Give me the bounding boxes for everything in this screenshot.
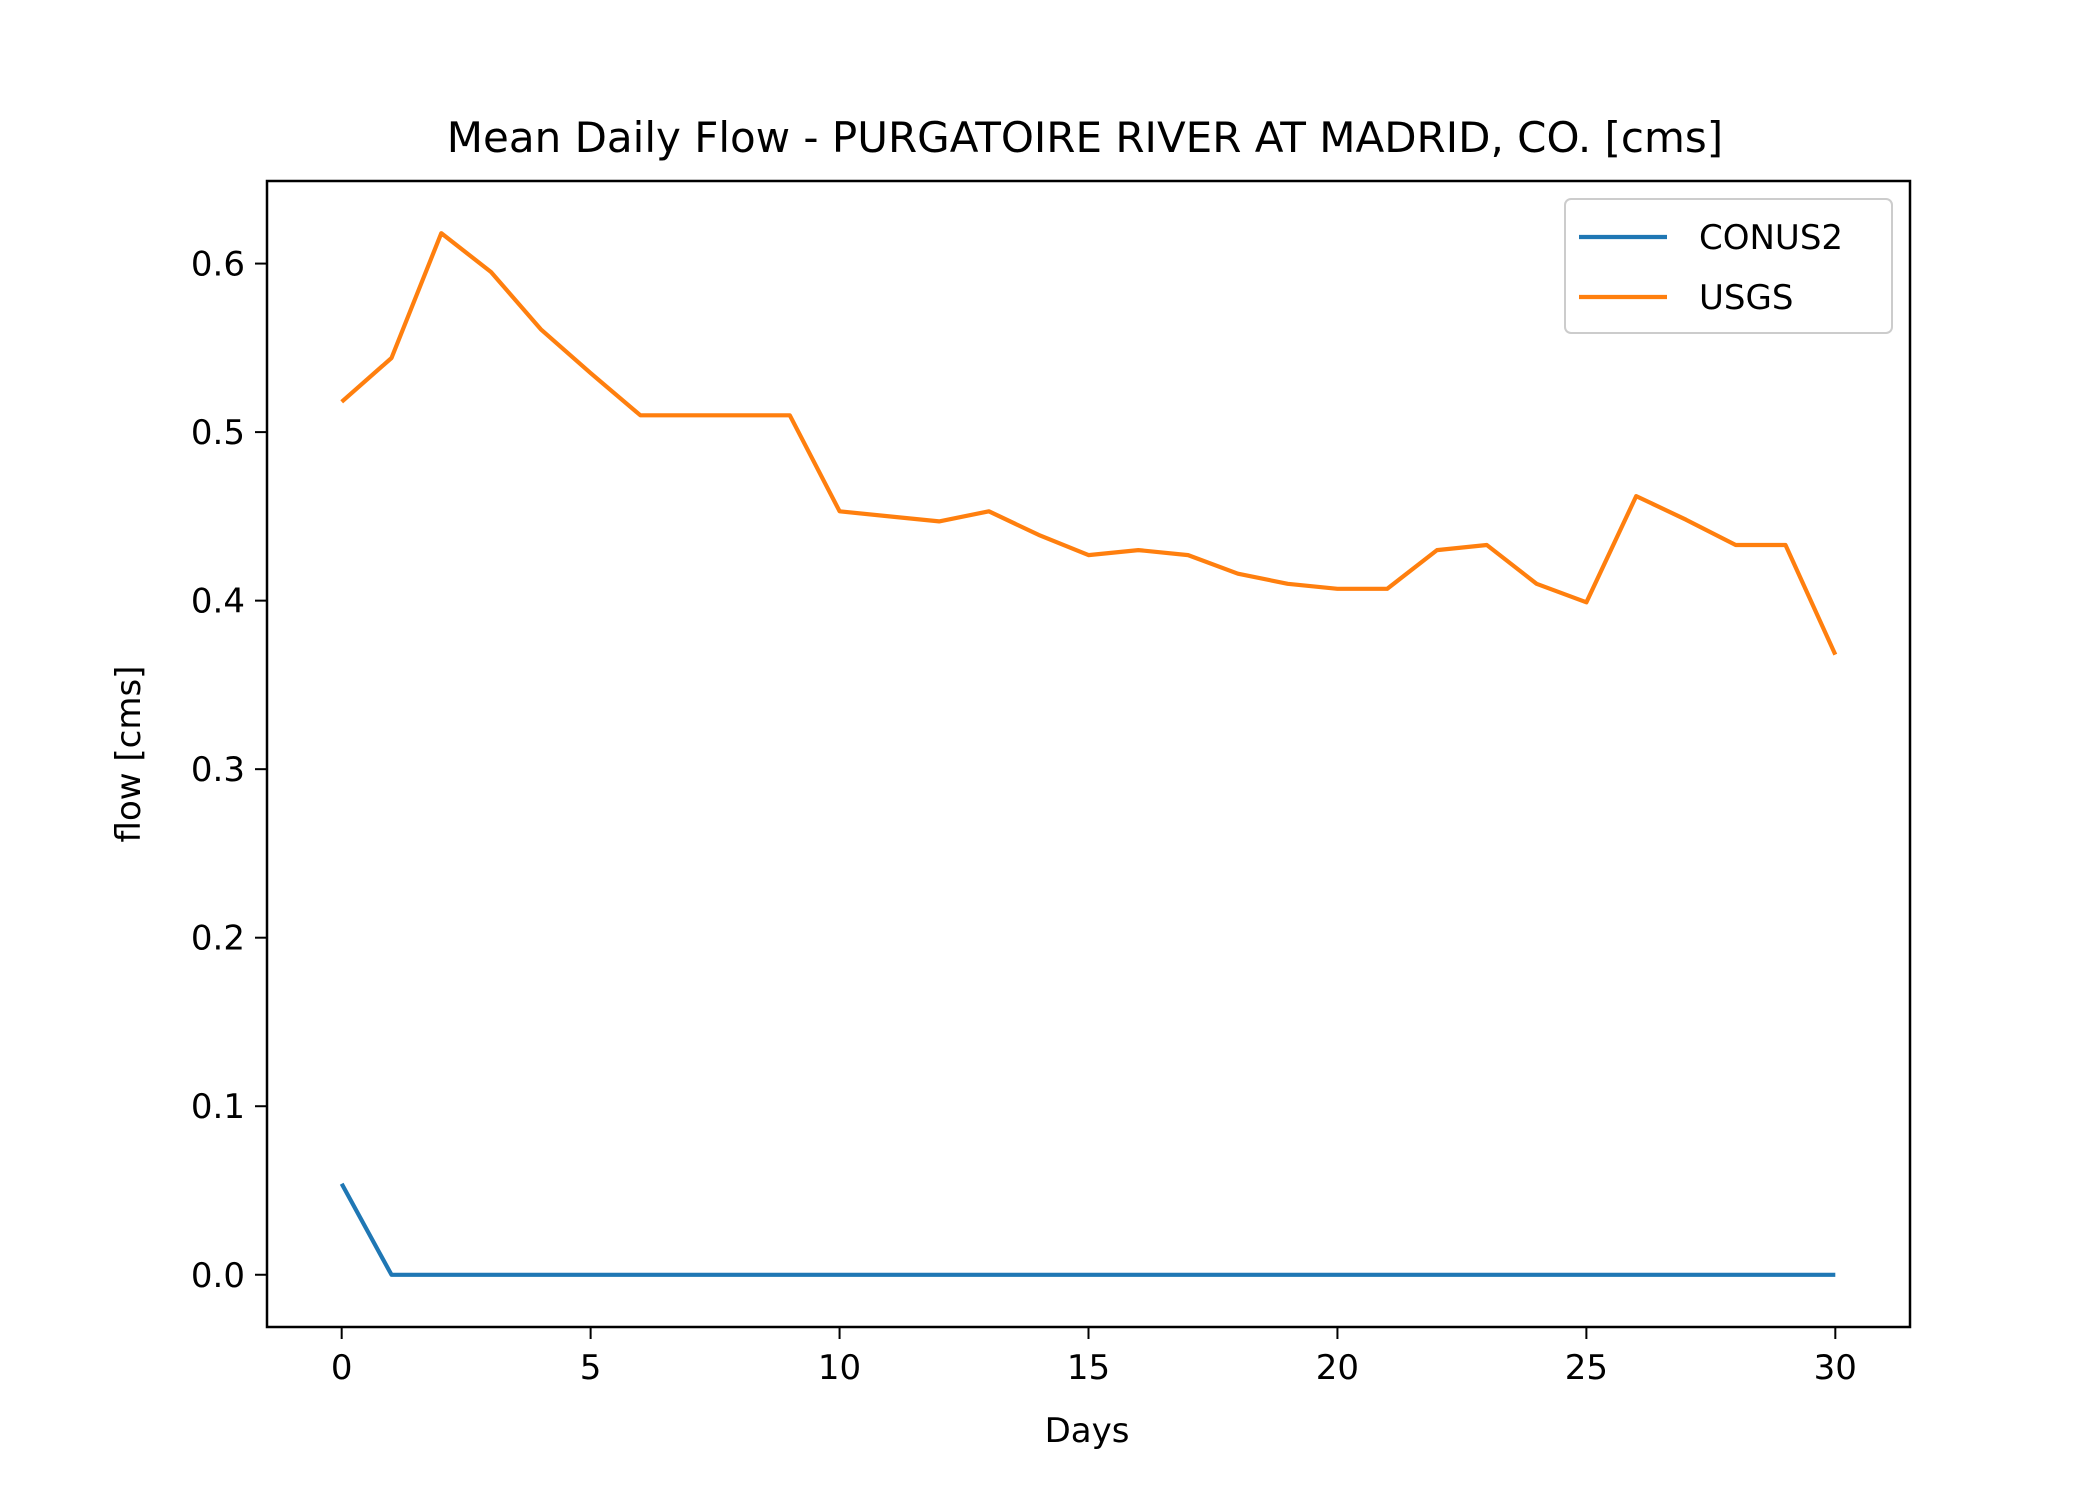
plot-series bbox=[339, 231, 1838, 1277]
x-tick-label: 0 bbox=[331, 1348, 353, 1388]
x-tick-label: 30 bbox=[1814, 1348, 1857, 1388]
x-tick-label: 20 bbox=[1316, 1348, 1359, 1388]
x-tick-label: 25 bbox=[1565, 1348, 1608, 1388]
y-tick-label: 0.2 bbox=[191, 919, 245, 959]
x-tick-label: 5 bbox=[580, 1348, 602, 1388]
x-axis-label: Days bbox=[1045, 1411, 1130, 1451]
x-tick-label: 15 bbox=[1067, 1348, 1110, 1388]
y-axis-label: flow [cms] bbox=[109, 666, 149, 843]
series-line-conus2 bbox=[339, 1182, 1836, 1277]
series-line-usgs bbox=[340, 231, 1838, 656]
y-tick-label: 0.1 bbox=[191, 1087, 245, 1127]
y-tick-label: 0.4 bbox=[191, 582, 245, 622]
legend-label-usgs: USGS bbox=[1699, 278, 1793, 318]
legend-box bbox=[1564, 198, 1893, 334]
legend-label-conus2: CONUS2 bbox=[1699, 218, 1843, 258]
chart-title: Mean Daily Flow - PURGATOIRE RIVER AT MA… bbox=[447, 113, 1723, 162]
y-tick-label: 0.0 bbox=[191, 1256, 245, 1296]
plot-frame bbox=[265, 179, 1912, 1329]
x-tick-label: 10 bbox=[818, 1348, 861, 1388]
y-tick-label: 0.3 bbox=[191, 750, 245, 790]
y-tick-label: 0.5 bbox=[191, 413, 245, 453]
x-axis-ticks: 0 5 10 15 20 25 30 bbox=[331, 1327, 1857, 1388]
legend: CONUS2 USGS bbox=[1564, 198, 1893, 334]
y-axis-ticks: 0.0 0.1 0.2 0.3 0.4 0.5 0.6 bbox=[191, 245, 267, 1296]
y-tick-label: 0.6 bbox=[191, 245, 245, 285]
